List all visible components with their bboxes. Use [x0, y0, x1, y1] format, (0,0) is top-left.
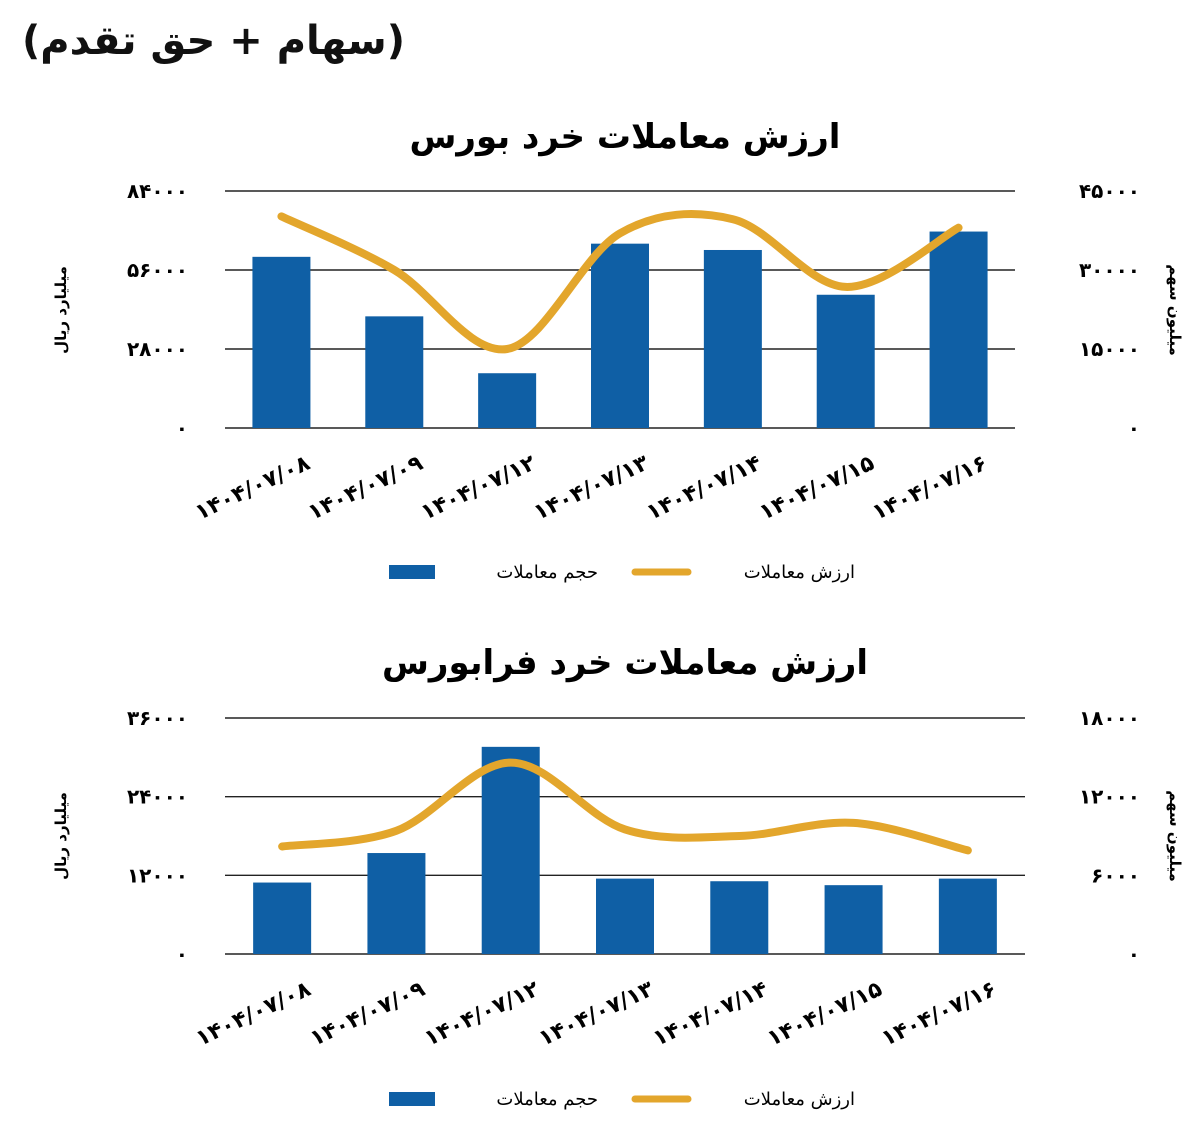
bar: [365, 316, 424, 428]
x-tick-label: ۱۴۰۴/۰۷/۰۸: [191, 451, 314, 526]
x-tick-label: ۱۴۰۴/۰۷/۱۶: [878, 977, 1000, 1052]
y-tick-right: ۱۵۰۰۰: [1079, 337, 1140, 361]
x-tick-label: ۱۴۰۴/۰۷/۱۵: [764, 977, 886, 1052]
y-tick-right: ۳۰۰۰۰: [1079, 258, 1140, 282]
legend: حجم معاملات ارزش معاملات: [389, 562, 855, 583]
bar: [481, 746, 540, 954]
series-line: [277, 210, 963, 354]
legend-swatch-volume: [389, 1092, 435, 1106]
bar: [252, 256, 311, 428]
series-line: [278, 758, 972, 855]
x-tick-label: ۱۴۰۴/۰۷/۱۳: [530, 451, 653, 526]
x-tick-label: ۱۴۰۴/۰۷/۰۹: [304, 451, 426, 526]
x-tick-label: ۱۴۰۴/۰۷/۰۸: [192, 977, 315, 1052]
bar: [938, 878, 997, 954]
bar: [929, 231, 988, 428]
x-tick-label: ۱۴۰۴/۰۷/۱۲: [421, 977, 544, 1052]
bar: [816, 294, 875, 428]
chart-title: ارزش معاملات خرد بورس: [410, 117, 841, 157]
y-tick-left: ۸۴۰۰۰: [127, 179, 188, 203]
y-tick-left: ۰: [176, 416, 188, 440]
bar: [253, 882, 312, 954]
y-axis-label-right: میلیون سهم: [1166, 790, 1184, 882]
y-tick-left: ۳۶۰۰۰: [127, 706, 188, 730]
legend: حجم معاملات ارزش معاملات: [389, 1089, 855, 1110]
chart-bourse: ارزش معاملات خرد بورس ۰ ۲۸۰۰۰ ۵۶۰۰۰ ۸۴۰۰۰ ۰ ۱۵…: [52, 117, 1184, 583]
y-tick-left: ۲۴۰۰۰: [127, 785, 188, 809]
y-tick-left: ۵۶۰۰۰: [127, 258, 188, 282]
x-tick-label: ۱۴۰۴/۰۷/۱۵: [756, 451, 878, 526]
bar: [591, 243, 649, 428]
bar: [367, 853, 426, 954]
y-tick-right: ۱۸۰۰۰: [1079, 706, 1140, 730]
legend-label-value: ارزش معاملات: [744, 1089, 855, 1110]
chart-farabourse: ارزش معاملات خرد فرابورس ۰ ۱۲۰۰۰ ۲۴۰۰۰ ۳۶۰۰۰…: [52, 643, 1184, 1110]
y-axis-label-left: میلیارد ریال: [52, 266, 70, 354]
chart-title: ارزش معاملات خرد فرابورس: [382, 643, 868, 683]
x-tick-label: ۱۴۰۴/۰۷/۱۴: [643, 451, 765, 526]
y-tick-right: ۰: [1128, 416, 1140, 440]
x-tick-label: ۱۴۰۴/۰۷/۱۶: [869, 451, 991, 526]
x-tick-label: ۱۴۰۴/۰۷/۱۳: [535, 977, 658, 1052]
y-tick-right: ۴۵۰۰۰: [1079, 179, 1140, 203]
y-axis-label-left: میلیارد ریال: [52, 792, 70, 880]
y-axis-label-right: میلیون سهم: [1166, 264, 1184, 356]
y-tick-right: ۶۰۰۰: [1091, 863, 1140, 887]
page-header: (سهام + حق تقدم): [22, 18, 406, 64]
x-tick-label: ۱۴۰۴/۰۷/۱۴: [649, 977, 771, 1052]
y-tick-left: ۱۲۰۰۰: [127, 863, 188, 887]
y-tick-left: ۲۸۰۰۰: [127, 337, 188, 361]
bar: [703, 249, 762, 428]
y-tick-right: ۱۲۰۰۰: [1079, 785, 1140, 809]
legend-label-volume: حجم معاملات: [496, 562, 598, 583]
bar: [478, 373, 537, 428]
y-tick-right: ۰: [1128, 942, 1140, 966]
y-tick-left: ۰: [176, 942, 188, 966]
legend-label-volume: حجم معاملات: [496, 1089, 598, 1110]
bar: [710, 881, 769, 954]
legend-label-value: ارزش معاملات: [744, 562, 855, 583]
x-tick-label: ۱۴۰۴/۰۷/۱۲: [417, 451, 540, 526]
x-tick-label: ۱۴۰۴/۰۷/۰۹: [306, 977, 428, 1052]
bar: [596, 878, 654, 954]
legend-swatch-volume: [389, 565, 435, 579]
bar: [824, 885, 883, 954]
